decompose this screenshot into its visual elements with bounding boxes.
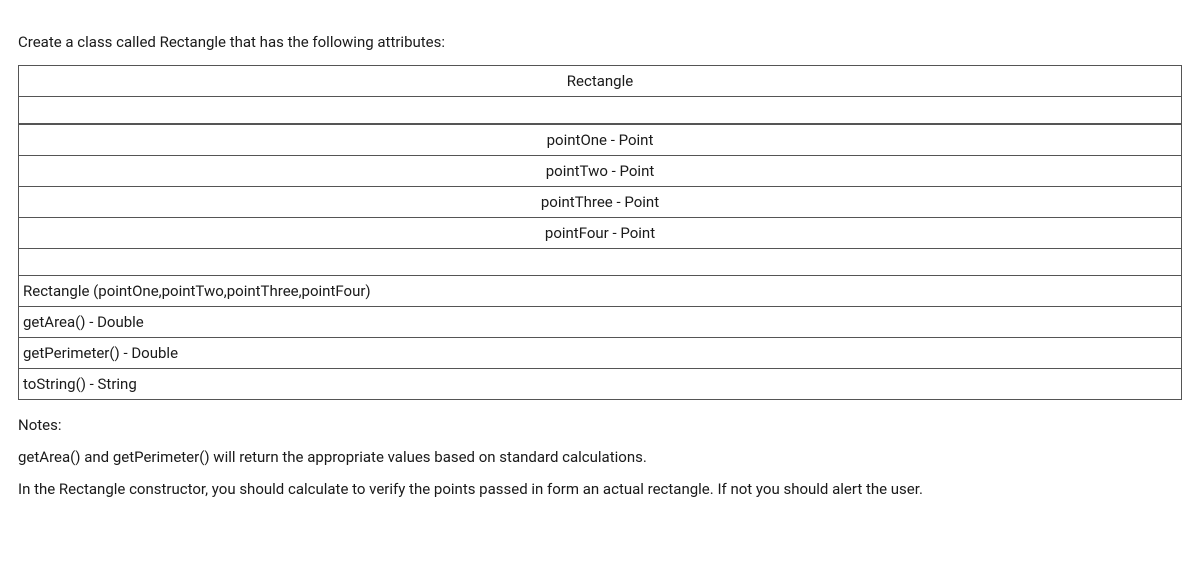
spacer-cell	[19, 249, 1182, 276]
notes-heading: Notes:	[18, 416, 1182, 434]
class-title-cell: Rectangle	[19, 66, 1182, 97]
note-line: In the Rectangle constructor, you should…	[18, 480, 1182, 498]
notes-section: Notes: getArea() and getPerimeter() will…	[18, 416, 1182, 498]
intro-text: Create a class called Rectangle that has…	[18, 33, 1182, 51]
method-cell: Rectangle (pointOne,pointTwo,pointThree,…	[19, 276, 1182, 307]
method-cell: getArea() - Double	[19, 307, 1182, 338]
attribute-cell: pointOne - Point	[19, 125, 1182, 156]
spacer-cell	[19, 97, 1182, 124]
method-cell: toString() - String	[19, 369, 1182, 400]
method-cell: getPerimeter() - Double	[19, 338, 1182, 369]
attribute-cell: pointFour - Point	[19, 218, 1182, 249]
attribute-cell: pointThree - Point	[19, 187, 1182, 218]
attribute-cell: pointTwo - Point	[19, 156, 1182, 187]
class-diagram-table: Rectangle pointOne - Point pointTwo - Po…	[18, 65, 1182, 400]
note-line: getArea() and getPerimeter() will return…	[18, 448, 1182, 466]
